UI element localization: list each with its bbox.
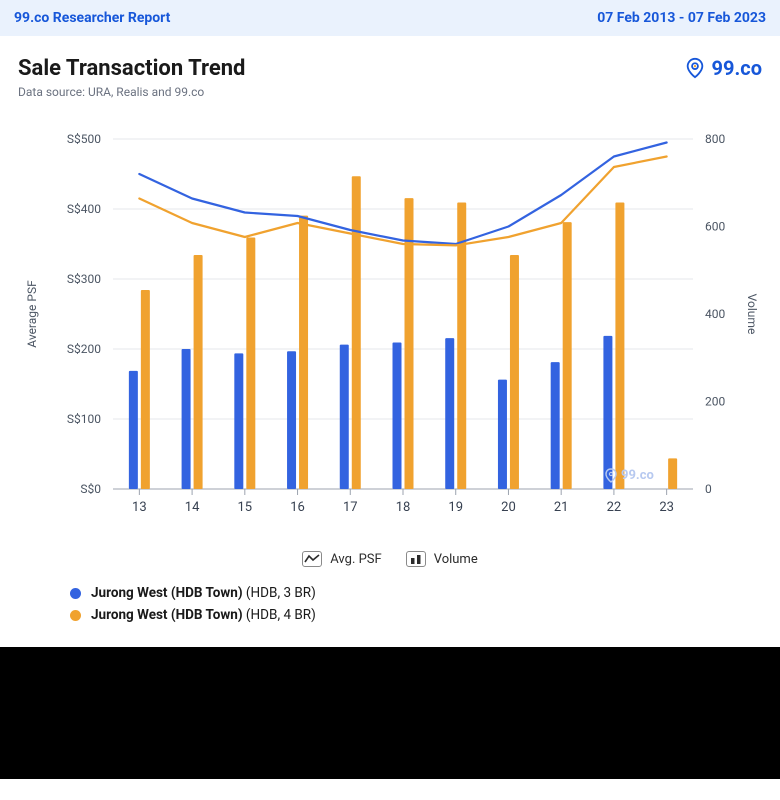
legend-series-label: Jurong West (HDB Town) (HDB, 4 BR) — [91, 607, 316, 623]
legend-dot-icon — [70, 588, 81, 599]
data-source: Data source: URA, Realis and 99.co — [18, 85, 245, 99]
title-block: Sale Transaction Trend Data source: URA,… — [18, 56, 245, 99]
legend-type-volume: Volume — [406, 551, 478, 567]
header: Sale Transaction Trend Data source: URA,… — [0, 36, 780, 109]
svg-text:400: 400 — [705, 307, 725, 321]
top-banner: 99.co Researcher Report 07 Feb 2013 - 07… — [0, 0, 780, 36]
svg-text:S$400: S$400 — [67, 202, 101, 216]
legend-series-label: Jurong West (HDB Town) (HDB, 3 BR) — [91, 585, 316, 601]
svg-text:0: 0 — [705, 482, 712, 496]
svg-text:S$100: S$100 — [67, 412, 101, 426]
legend-series-item: Jurong West (HDB Town) (HDB, 3 BR) — [70, 585, 762, 601]
legend-type-psf: Avg. PSF — [302, 551, 381, 567]
legend-dot-icon — [70, 610, 81, 621]
svg-text:Volume: Volume — [745, 294, 759, 335]
map-pin-icon — [684, 57, 706, 79]
svg-text:200: 200 — [705, 395, 725, 409]
svg-text:23: 23 — [659, 500, 674, 515]
svg-text:S$200: S$200 — [67, 342, 101, 356]
brand-text: 99.co — [712, 56, 762, 80]
svg-text:13: 13 — [132, 500, 147, 515]
svg-text:17: 17 — [343, 500, 358, 515]
svg-text:Average PSF: Average PSF — [25, 280, 39, 348]
page-title: Sale Transaction Trend — [18, 56, 245, 81]
bottom-black-bar — [0, 647, 780, 779]
chart: S$0 S$100 S$200 S$300 S$400 S$500 0 200 400 600 80… — [18, 119, 762, 539]
banner-left: 99.co Researcher Report — [14, 10, 170, 26]
svg-text:21: 21 — [554, 500, 569, 515]
svg-text:14: 14 — [185, 500, 200, 515]
svg-text:15: 15 — [238, 500, 253, 515]
legend-series: Jurong West (HDB Town) (HDB, 3 BR) Jurong… — [0, 585, 780, 647]
legend-type-volume-label: Volume — [434, 552, 478, 567]
legend-types: Avg. PSF Volume — [0, 551, 780, 567]
svg-text:S$500: S$500 — [67, 132, 101, 146]
brand-logo: 99.co — [684, 56, 762, 80]
legend-series-item: Jurong West (HDB Town) (HDB, 4 BR) — [70, 607, 762, 623]
svg-text:18: 18 — [396, 500, 411, 515]
svg-text:800: 800 — [705, 132, 725, 146]
svg-text:99.co: 99.co — [621, 468, 654, 483]
svg-text:S$0: S$0 — [80, 482, 101, 496]
svg-text:600: 600 — [705, 220, 725, 234]
banner-right: 07 Feb 2013 - 07 Feb 2023 — [597, 10, 766, 26]
line-icon — [302, 551, 322, 567]
svg-text:20: 20 — [501, 500, 516, 515]
svg-text:16: 16 — [290, 500, 305, 515]
svg-text:22: 22 — [607, 500, 622, 515]
chart-svg: S$0 S$100 S$200 S$300 S$400 S$500 0 200 400 600 80… — [18, 119, 762, 539]
svg-text:S$300: S$300 — [67, 272, 101, 286]
bar-icon — [406, 551, 426, 567]
legend-type-psf-label: Avg. PSF — [330, 552, 381, 567]
svg-text:19: 19 — [448, 500, 463, 515]
